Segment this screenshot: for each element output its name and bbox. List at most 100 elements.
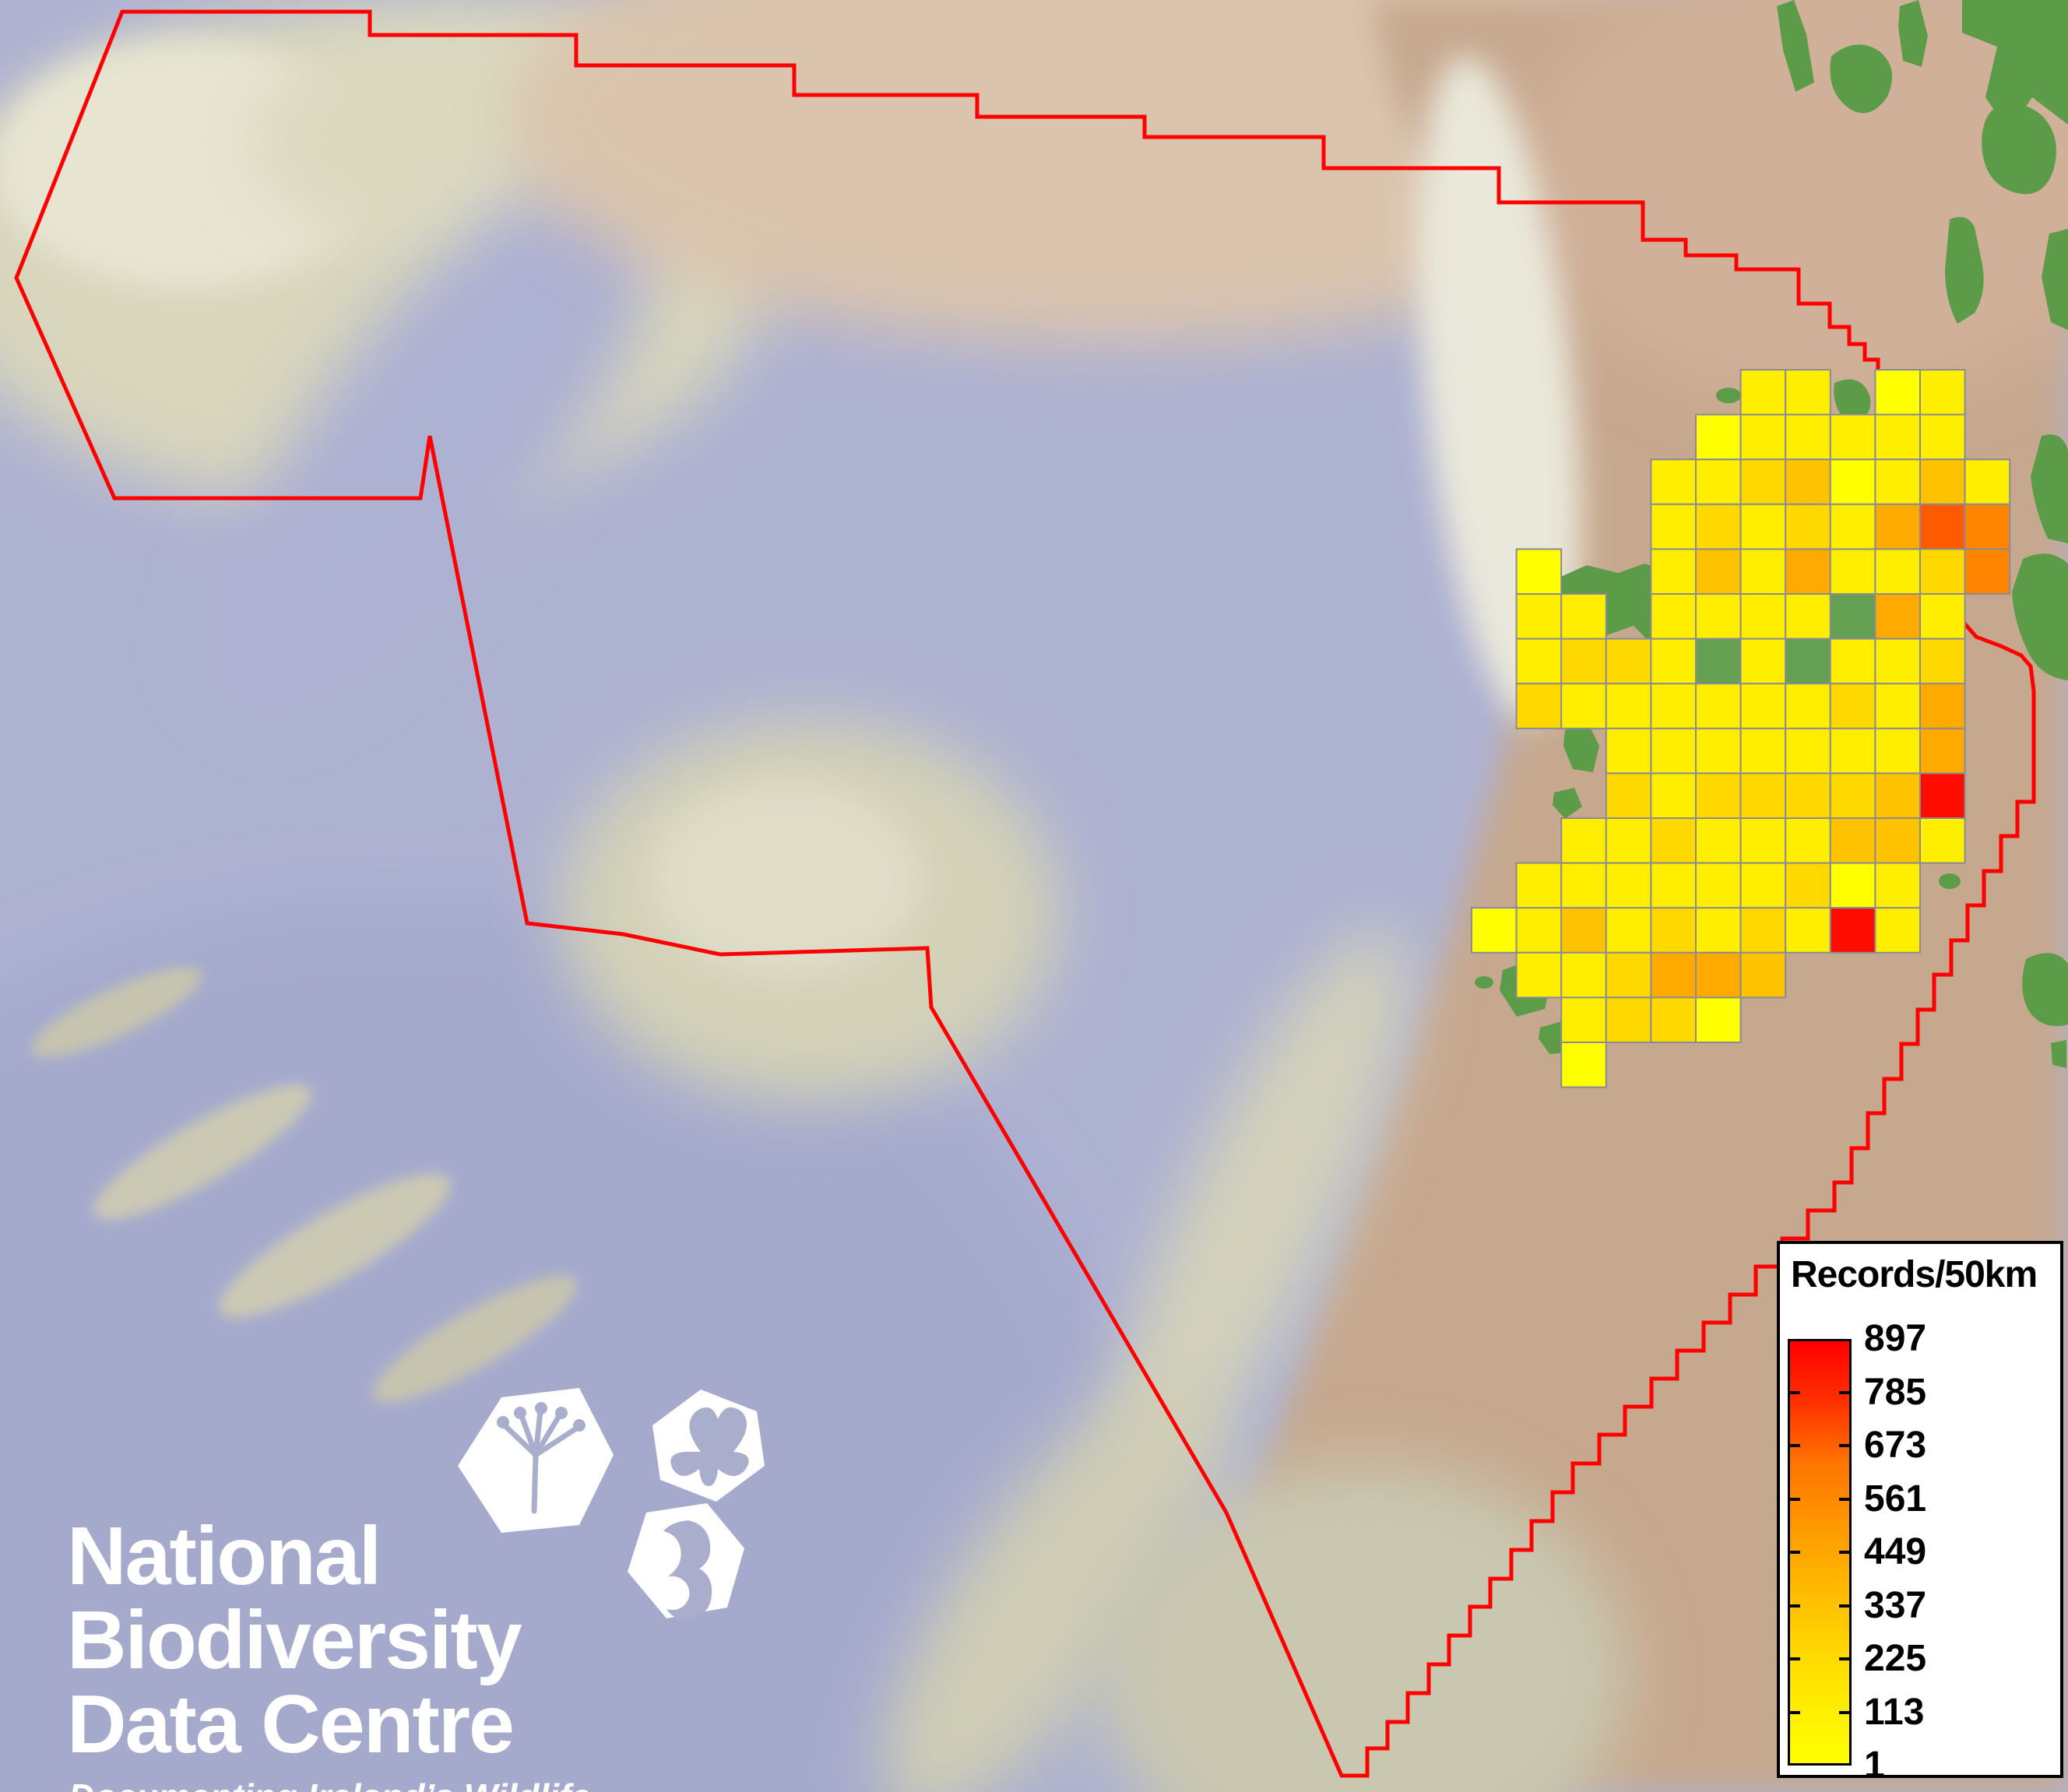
grid-cell[interactable] (1605, 727, 1652, 775)
grid-cell[interactable] (1829, 413, 1876, 461)
grid-cell[interactable] (1695, 638, 1742, 685)
grid-cell[interactable] (1605, 817, 1652, 864)
grid-cell[interactable] (1560, 862, 1607, 909)
grid-cell[interactable] (1785, 907, 1831, 954)
grid-cell[interactable] (1919, 413, 1966, 461)
grid-cell[interactable] (1605, 951, 1652, 999)
grid-cell[interactable] (1739, 862, 1787, 909)
grid-cell[interactable] (1739, 817, 1787, 864)
grid-cell[interactable] (1874, 413, 1921, 461)
grid-cell[interactable] (1515, 907, 1563, 954)
grid-cell[interactable] (1605, 683, 1652, 729)
grid-cell[interactable] (1739, 683, 1787, 729)
grid-cell[interactable] (1560, 951, 1607, 999)
grid-cell[interactable] (1739, 593, 1787, 640)
grid-cell[interactable] (1874, 727, 1921, 775)
grid-cell[interactable] (1829, 772, 1876, 820)
grid-cell[interactable] (1829, 459, 1876, 505)
grid-cell[interactable] (1650, 951, 1697, 999)
grid-cell[interactable] (1785, 459, 1831, 505)
grid-cell[interactable] (1829, 593, 1876, 640)
grid-cell[interactable] (1919, 683, 1966, 729)
grid-cell[interactable] (1874, 638, 1921, 685)
grid-cell[interactable] (1829, 817, 1876, 864)
grid-cell[interactable] (1650, 638, 1697, 685)
grid-cell[interactable] (1964, 459, 2011, 505)
grid-cell[interactable] (1829, 907, 1876, 954)
grid-cell[interactable] (1829, 503, 1876, 550)
grid-cell[interactable] (1829, 862, 1876, 909)
grid-cell[interactable] (1785, 593, 1831, 640)
grid-cell[interactable] (1874, 683, 1921, 729)
grid-cell[interactable] (1515, 683, 1563, 729)
grid-cell[interactable] (1560, 817, 1607, 864)
grid-cell[interactable] (1515, 548, 1563, 596)
grid-cell[interactable] (1739, 638, 1787, 685)
grid-cell[interactable] (1874, 817, 1921, 864)
grid-cell[interactable] (1560, 593, 1607, 640)
grid-cell[interactable] (1695, 503, 1742, 550)
grid-cell[interactable] (1785, 727, 1831, 775)
grid-cell[interactable] (1650, 996, 1697, 1044)
grid-cell[interactable] (1829, 727, 1876, 775)
grid-cell[interactable] (1471, 907, 1518, 954)
grid-cell[interactable] (1650, 548, 1697, 596)
grid-cell[interactable] (1919, 548, 1966, 596)
grid-cell[interactable] (1739, 459, 1787, 505)
grid-cell[interactable] (1605, 996, 1652, 1044)
grid-cell[interactable] (1605, 772, 1652, 820)
grid-cell[interactable] (1515, 862, 1563, 909)
grid-cell[interactable] (1785, 683, 1831, 729)
grid-cell[interactable] (1695, 862, 1742, 909)
grid-cell[interactable] (1695, 907, 1742, 954)
grid-cell[interactable] (1919, 593, 1966, 640)
grid-cell[interactable] (1919, 727, 1966, 775)
grid-cell[interactable] (1739, 772, 1787, 820)
grid-cell[interactable] (1650, 727, 1697, 775)
grid-cell[interactable] (1785, 503, 1831, 550)
grid-cell[interactable] (1874, 369, 1921, 416)
grid-cell[interactable] (1650, 772, 1697, 820)
grid-cell[interactable] (1560, 638, 1607, 685)
grid-cell[interactable] (1739, 413, 1787, 461)
grid-cell[interactable] (1739, 503, 1787, 550)
grid-cell[interactable] (1560, 1042, 1607, 1088)
grid-cell[interactable] (1650, 459, 1697, 505)
grid-cell[interactable] (1695, 593, 1742, 640)
grid-cell[interactable] (1515, 593, 1563, 640)
grid-cell[interactable] (1785, 548, 1831, 596)
grid-cell[interactable] (1785, 772, 1831, 820)
grid-cell[interactable] (1829, 638, 1876, 685)
grid-cell[interactable] (1695, 548, 1742, 596)
grid-cell[interactable] (1739, 951, 1787, 999)
grid-cell[interactable] (1650, 817, 1697, 864)
grid-cell[interactable] (1874, 548, 1921, 596)
grid-cell[interactable] (1650, 907, 1697, 954)
grid-cell[interactable] (1739, 548, 1787, 596)
grid-cell[interactable] (1964, 503, 2011, 550)
grid-cell[interactable] (1695, 459, 1742, 505)
grid-cell[interactable] (1695, 727, 1742, 775)
grid-cell[interactable] (1695, 413, 1742, 461)
grid-cell[interactable] (1785, 862, 1831, 909)
grid-cell[interactable] (1515, 951, 1563, 999)
grid-cell[interactable] (1785, 369, 1831, 416)
grid-cell[interactable] (1785, 817, 1831, 864)
grid-cell[interactable] (1515, 638, 1563, 685)
grid-cell[interactable] (1829, 548, 1876, 596)
grid-cell[interactable] (1919, 772, 1966, 820)
grid-cell[interactable] (1919, 817, 1966, 864)
grid-cell[interactable] (1919, 503, 1966, 550)
grid-cell[interactable] (1964, 548, 2011, 596)
grid-cell[interactable] (1874, 772, 1921, 820)
grid-cell[interactable] (1919, 369, 1966, 416)
grid-cell[interactable] (1650, 862, 1697, 909)
grid-cell[interactable] (1739, 727, 1787, 775)
grid-cell[interactable] (1785, 638, 1831, 685)
grid-cell[interactable] (1874, 862, 1921, 909)
grid-cell[interactable] (1874, 593, 1921, 640)
grid-cell[interactable] (1874, 503, 1921, 550)
grid-cell[interactable] (1560, 996, 1607, 1044)
grid-cell[interactable] (1695, 996, 1742, 1044)
grid-cell[interactable] (1605, 638, 1652, 685)
